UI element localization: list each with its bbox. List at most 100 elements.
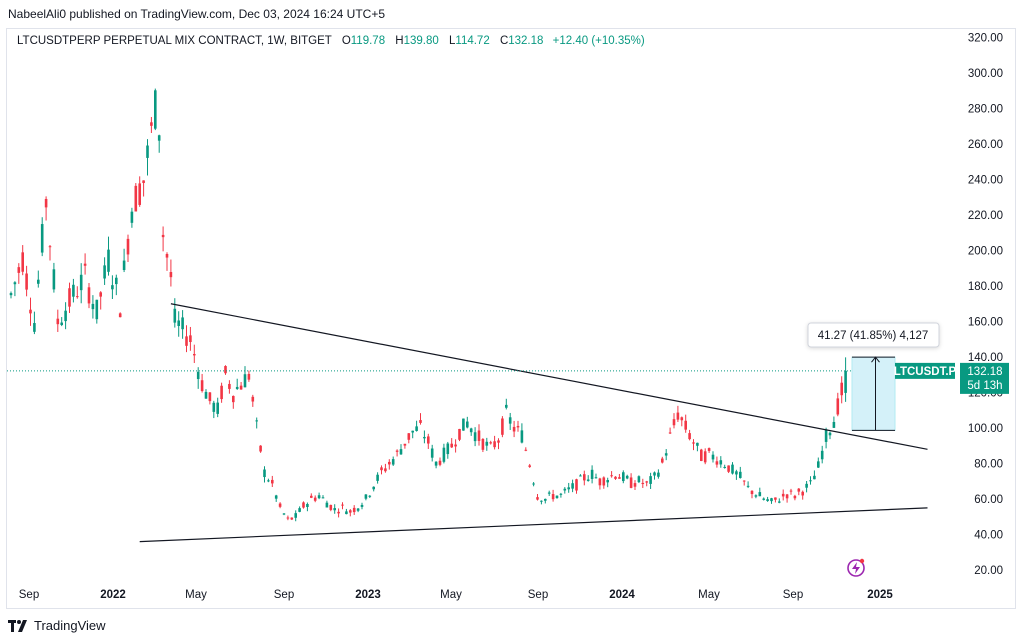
candle-body — [684, 420, 687, 430]
candle-body — [664, 453, 668, 456]
candle-body — [586, 479, 590, 481]
y-tick-label: 100.00 — [968, 423, 1003, 435]
candle-body — [138, 183, 141, 205]
candle-body — [692, 442, 695, 444]
candle-body — [193, 353, 196, 356]
candle-body — [337, 511, 340, 514]
candle-body — [427, 436, 430, 444]
x-tick-label: Sep — [783, 589, 803, 601]
candle-body — [473, 432, 477, 442]
chart-frame — [6, 28, 1016, 609]
candle-body — [290, 517, 294, 520]
low-label: L — [449, 35, 456, 47]
candle-body — [606, 480, 609, 483]
candle-body — [282, 513, 286, 515]
close-label: C — [499, 35, 509, 47]
candle-body — [165, 253, 169, 258]
candle-body — [411, 430, 414, 433]
candle-body — [766, 499, 769, 502]
trendlines-group — [7, 303, 928, 543]
candle-body — [399, 449, 403, 455]
candle-body — [438, 460, 442, 465]
candle-body — [407, 433, 411, 440]
candle-body — [469, 428, 473, 433]
candle-body — [489, 442, 492, 444]
x-tick-label: 2025 — [867, 589, 893, 601]
chart-header: LTCUSDTPERP PERPETUAL MIX CONTRACT, 1W, … — [17, 35, 645, 47]
candle-body — [44, 198, 48, 208]
y-tick-label: 320.00 — [968, 33, 1003, 45]
candle-body — [142, 180, 145, 183]
candle-body — [625, 475, 629, 479]
candle-body — [622, 472, 625, 482]
candle-body — [746, 485, 750, 487]
candle-body — [739, 471, 742, 478]
symbol-tag — [895, 362, 955, 379]
candle-body — [450, 443, 453, 448]
ascending-trendline — [139, 507, 928, 543]
measure-label-box — [807, 322, 940, 348]
candle-body — [83, 263, 87, 266]
candle-body — [836, 398, 840, 415]
candle-body — [454, 444, 457, 447]
candle-body — [247, 373, 251, 380]
price-tag-value: 132.18 — [967, 366, 1002, 378]
candle-body — [696, 442, 699, 446]
candle-body — [224, 366, 227, 374]
publisher-credit: NabeelAli0 published on TradingView.com,… — [8, 7, 386, 21]
candle-body — [633, 483, 637, 487]
candle-body — [235, 386, 239, 389]
candle-body — [56, 318, 60, 325]
candle-body — [501, 418, 504, 435]
candle-body — [567, 487, 570, 490]
price-tag-countdown: 5d 13h — [967, 380, 1002, 392]
candle-body — [372, 486, 375, 490]
candle-body — [169, 272, 173, 278]
candle-body — [676, 412, 680, 420]
candle-body — [302, 502, 305, 508]
candle-body — [781, 493, 785, 497]
candle-body — [380, 467, 383, 471]
candle-body — [341, 504, 344, 506]
candle-body — [364, 494, 368, 499]
alert-bolt-icon — [852, 562, 860, 574]
candles-group — [9, 88, 847, 522]
x-tick-label: 2023 — [355, 589, 381, 601]
candle-body — [762, 498, 765, 500]
candle-body — [9, 293, 13, 296]
candle-body — [255, 420, 258, 422]
candle-body — [719, 460, 723, 465]
candle-body — [130, 211, 134, 223]
candle-body — [388, 461, 391, 465]
candle-body — [329, 504, 333, 510]
candle-body — [196, 371, 200, 380]
candle-body — [711, 454, 715, 460]
change-value: +12.40 (+10.35%) — [552, 35, 645, 47]
candle-body — [87, 287, 91, 304]
candle-body — [532, 483, 535, 485]
y-tick-label: 60.00 — [974, 494, 1003, 506]
symbol-description: LTCUSDTPERP PERPETUAL MIX CONTRACT, 1W, … — [17, 35, 332, 47]
candle-body — [68, 288, 71, 307]
candle-body — [419, 420, 422, 423]
candle-body — [481, 438, 485, 450]
candle-body — [352, 507, 356, 513]
candle-body — [610, 475, 613, 477]
candle-body — [508, 417, 512, 424]
candle-body — [157, 135, 161, 141]
candle-body — [817, 461, 820, 468]
y-tick-label: 160.00 — [968, 317, 1003, 329]
candle-body — [742, 480, 746, 482]
candle-body — [298, 508, 301, 512]
candle-body — [286, 517, 290, 519]
candle-body — [801, 491, 804, 496]
candle-body — [423, 436, 426, 439]
candle-body — [547, 492, 551, 494]
candle-body — [48, 246, 52, 248]
candle-body — [516, 425, 520, 428]
candle-body — [824, 429, 828, 442]
candle-body — [368, 495, 372, 497]
candle-body — [754, 495, 758, 497]
candle-body — [220, 385, 223, 400]
